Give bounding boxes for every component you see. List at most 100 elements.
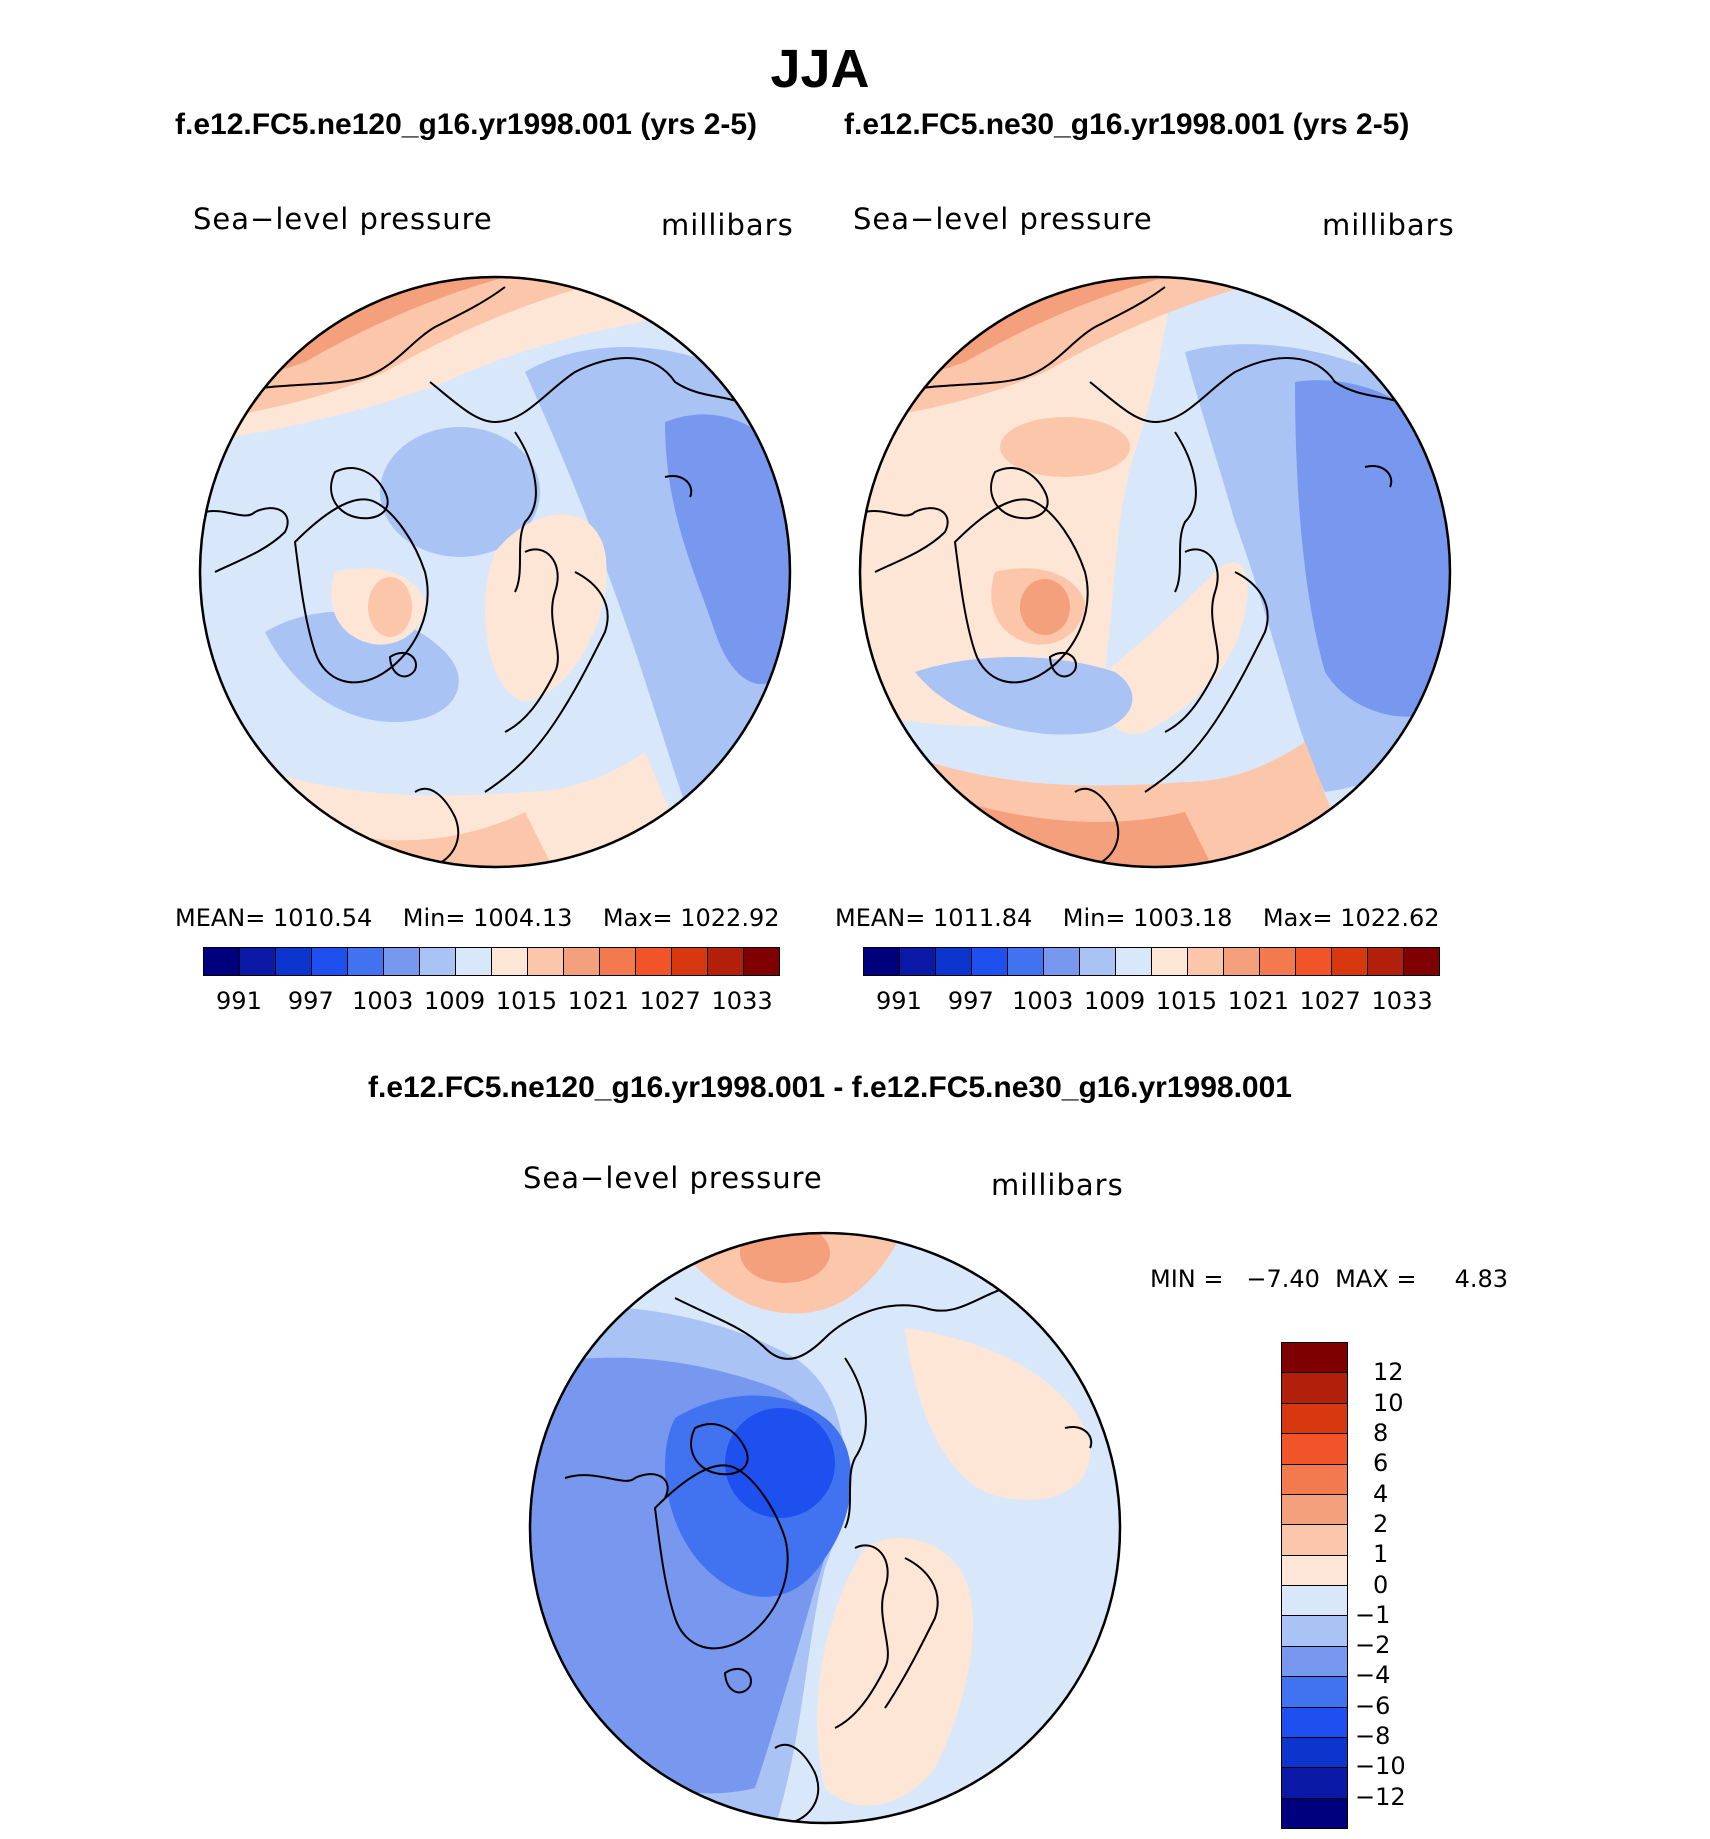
colorbar-tick-label: 1015 [1155, 987, 1217, 1015]
colorbar-tick-label: −12 [1355, 1782, 1406, 1811]
panel1-mean-value: 1010.54 [273, 904, 373, 932]
colorbar-tick-label: 1021 [1227, 987, 1289, 1015]
difference-colorbar [1281, 1342, 1348, 1829]
colorbar-swatch [1008, 948, 1044, 975]
colorbar-swatch [384, 948, 420, 975]
colorbar-swatch [1282, 1677, 1347, 1708]
colorbar-tick-label: −10 [1355, 1752, 1406, 1781]
panel2-map-border [858, 275, 1452, 869]
colorbar-swatch [1282, 1464, 1347, 1495]
colorbar-swatch [1224, 948, 1260, 975]
colorbar-tick-label: 1027 [1299, 987, 1361, 1015]
colorbar-swatch [744, 948, 779, 975]
difference-colorbar-ticks: 12 10 8 6 4 2 1 0 −1 −2 −4 −6 −8 −10 −12 [1355, 1342, 1435, 1827]
colorbar-swatch [312, 948, 348, 975]
colorbar-swatch [276, 948, 312, 975]
colorbar-swatch [204, 948, 240, 975]
difference-title: f.e12.FC5.ne120_g16.yr1998.001 - f.e12.F… [368, 1071, 1292, 1104]
colorbar-tick-label: 1021 [567, 987, 629, 1015]
colorbar-swatch [1282, 1586, 1347, 1617]
panel2-high-arctic-core [1000, 417, 1130, 477]
panel1-units-label: millibars [661, 208, 794, 242]
panel1-high-greenland-core [368, 577, 412, 637]
colorbar-swatch [528, 948, 564, 975]
colorbar-tick-label: 1027 [639, 987, 701, 1015]
colorbar-swatch [864, 948, 900, 975]
colorbar-swatch [492, 948, 528, 975]
colorbar-tick-label: 991 [876, 987, 922, 1015]
figure-title: JJA [770, 39, 870, 99]
panel2-mean-value: 1011.84 [933, 904, 1033, 932]
colorbar-tick-label: 4 [1373, 1479, 1389, 1508]
colorbar-swatch [1080, 948, 1116, 975]
colorbar-tick-label: −4 [1355, 1661, 1391, 1690]
colorbar-swatch [1282, 1494, 1347, 1526]
difference-low-core [725, 1408, 835, 1518]
panel2-high-greenland-core [1020, 579, 1070, 635]
panel1-high-europe [485, 514, 607, 702]
panel1-variable-label: Sea−level pressure [193, 202, 493, 236]
panel1-colorbar [203, 947, 780, 976]
colorbar-swatch [1044, 948, 1080, 975]
colorbar-swatch [1282, 1343, 1347, 1374]
colorbar-tick-label: 1015 [495, 987, 557, 1015]
colorbar-swatch [636, 948, 672, 975]
colorbar-tick-label: 1009 [424, 987, 486, 1015]
panel1-min-value: 1004.13 [473, 904, 573, 932]
colorbar-swatch [348, 948, 384, 975]
colorbar-swatch [1296, 948, 1332, 975]
panel1-colorbar-ticks: 991 997 1003 1009 1015 1021 1027 1033 [203, 987, 778, 1017]
colorbar-swatch [240, 948, 276, 975]
colorbar-swatch [708, 948, 744, 975]
panel2-polar-map [858, 275, 1452, 869]
colorbar-swatch [972, 948, 1008, 975]
colorbar-tick-label: 8 [1373, 1418, 1389, 1447]
panel2-colorbar-ticks: 991 997 1003 1009 1015 1021 1027 1033 [863, 987, 1438, 1017]
panel1-low-arctic [380, 427, 540, 557]
colorbar-tick-label: −2 [1355, 1631, 1391, 1660]
colorbar-tick-label: 1033 [711, 987, 773, 1015]
panel2-min-label: Min= [1062, 904, 1126, 932]
colorbar-tick-label: 10 [1373, 1388, 1404, 1417]
colorbar-swatch [1282, 1798, 1347, 1828]
colorbar-swatch [1116, 948, 1152, 975]
colorbar-tick-label: 1003 [1012, 987, 1074, 1015]
colorbar-swatch [1282, 1373, 1347, 1404]
colorbar-tick-label: −1 [1355, 1600, 1391, 1629]
panel1-min-label: Min= [402, 904, 466, 932]
colorbar-swatch [1188, 948, 1224, 975]
panel2-high-europe [1102, 562, 1248, 734]
colorbar-swatch [1282, 1434, 1347, 1465]
panel2-variable-label: Sea−level pressure [853, 202, 1153, 236]
panel2-low-iceland [915, 657, 1133, 735]
difference-polar-map [528, 1231, 1122, 1825]
colorbar-swatch [1282, 1737, 1347, 1769]
colorbar-swatch [564, 948, 600, 975]
panel2-max-value: 1022.62 [1340, 904, 1440, 932]
colorbar-swatch [936, 948, 972, 975]
colorbar-tick-label: 1009 [1084, 987, 1146, 1015]
difference-map-border [528, 1231, 1122, 1825]
difference-coastlines [564, 1287, 1093, 1823]
colorbar-tick-label: 1033 [1371, 987, 1433, 1015]
difference-variable-label: Sea−level pressure [523, 1161, 823, 1195]
difference-units-label: millibars [991, 1168, 1124, 1202]
panel1-max-label: Max= [602, 904, 673, 932]
colorbar-swatch [900, 948, 936, 975]
colorbar-tick-label: 1 [1373, 1540, 1389, 1569]
colorbar-tick-label: 1003 [352, 987, 414, 1015]
panel2-coastlines [864, 286, 1416, 867]
colorbar-tick-label: −8 [1355, 1722, 1391, 1751]
panel1-coastlines [204, 286, 756, 867]
panel2-units-label: millibars [1322, 208, 1455, 242]
difference-minmax: MIN = −7.40 MAX = 4.83 [1150, 1265, 1509, 1293]
colorbar-tick-label: 997 [947, 987, 994, 1015]
colorbar-swatch [1152, 948, 1188, 975]
colorbar-tick-label: 997 [287, 987, 334, 1015]
colorbar-swatch [1282, 1555, 1347, 1586]
colorbar-swatch [1282, 1707, 1347, 1738]
colorbar-swatch [1282, 1616, 1347, 1647]
colorbar-tick-label: 0 [1373, 1570, 1389, 1599]
panel2-colorbar [863, 947, 1440, 976]
colorbar-tick-label: 2 [1373, 1509, 1389, 1538]
